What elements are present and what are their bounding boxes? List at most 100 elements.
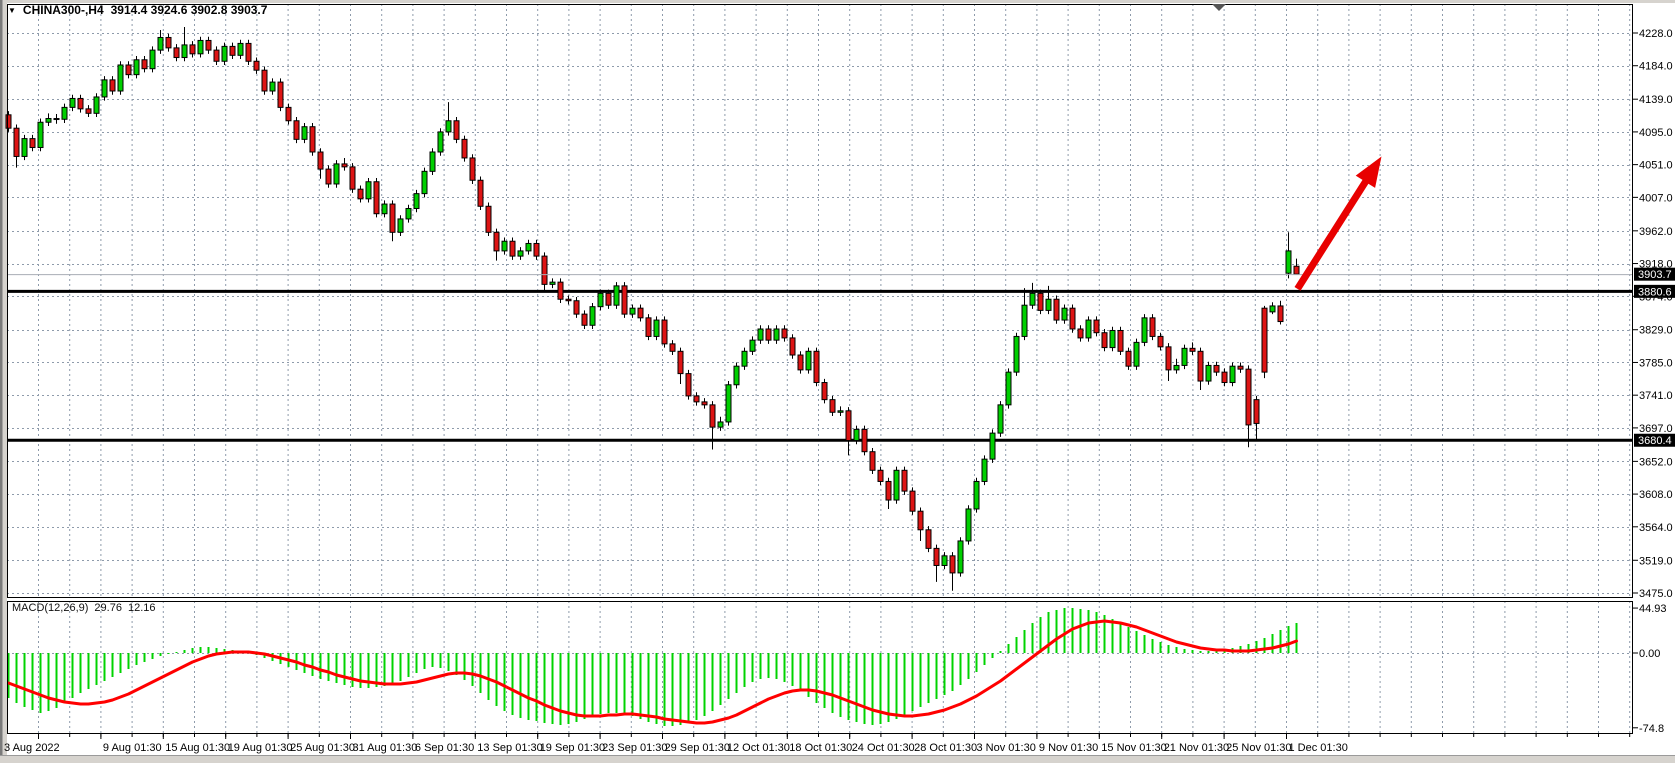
candle-body bbox=[301, 126, 308, 140]
candle-body bbox=[1245, 368, 1252, 426]
candle-body bbox=[53, 118, 60, 121]
price-tick-label: 3741.0 bbox=[1639, 390, 1673, 402]
candle-body bbox=[701, 401, 708, 406]
candle-body bbox=[869, 451, 876, 471]
candle-body bbox=[933, 547, 940, 566]
price-axis[interactable]: 4228.0 4184.0 4139.0 4095.0 4051.0 4007.0 3962… bbox=[1633, 28, 1673, 735]
candle-body bbox=[493, 231, 500, 252]
price-tick-label: 4007.0 bbox=[1639, 192, 1673, 204]
candle-body bbox=[13, 127, 20, 157]
candle-body bbox=[1261, 307, 1268, 373]
chart-ohlc-header: ▼ CHINA300-,H4 3914.4 3924.6 3902.8 3903… bbox=[8, 3, 267, 17]
candle-body bbox=[885, 480, 892, 501]
candle-body bbox=[309, 126, 316, 153]
candle-body bbox=[757, 328, 764, 341]
time-tick-label: 9 Aug 01:30 bbox=[103, 742, 162, 754]
candle-body bbox=[373, 181, 380, 215]
candle-body bbox=[805, 350, 812, 371]
candle-body bbox=[733, 365, 740, 386]
price-tick-label: 4139.0 bbox=[1639, 94, 1673, 106]
candle-body bbox=[997, 404, 1004, 434]
price-tick-label: 4184.0 bbox=[1639, 61, 1673, 73]
time-tick-label: 12 Oct 01:30 bbox=[727, 742, 790, 754]
trend-arrow[interactable] bbox=[1294, 156, 1382, 291]
candle-body bbox=[1197, 350, 1204, 382]
candle-body bbox=[165, 36, 172, 49]
candle-body bbox=[581, 313, 588, 326]
candle-body bbox=[989, 432, 996, 460]
candle-body bbox=[285, 106, 292, 122]
candle-body bbox=[173, 47, 180, 59]
hline-price-badge-2: 3680.4 bbox=[1634, 433, 1675, 447]
time-tick-label: 1 Dec 01:30 bbox=[1289, 742, 1348, 754]
candle-body bbox=[261, 69, 268, 92]
candle-body bbox=[957, 540, 964, 574]
price-tick-label: 4228.0 bbox=[1639, 28, 1673, 40]
symbol-period-label: CHINA300-,H4 bbox=[22, 3, 104, 17]
time-tick-label: 19 Sep 01:30 bbox=[540, 742, 605, 754]
candle-body bbox=[1109, 329, 1116, 349]
candle-body bbox=[565, 298, 572, 302]
candle-body bbox=[245, 42, 252, 62]
ohlc-values: 3914.4 3924.6 3902.8 3903.7 bbox=[110, 3, 268, 17]
candle-body bbox=[109, 79, 116, 92]
candle-body bbox=[1133, 341, 1140, 367]
candle-body bbox=[909, 490, 916, 512]
symbol-dropdown-icon[interactable]: ▼ bbox=[8, 6, 16, 15]
candle-body bbox=[1277, 305, 1284, 323]
candle-body bbox=[797, 354, 804, 371]
candle-body bbox=[709, 404, 716, 428]
time-tick-label: 29 Sep 01:30 bbox=[665, 742, 730, 754]
candle-body bbox=[317, 151, 324, 170]
candle-body bbox=[861, 428, 868, 453]
candle-body bbox=[477, 179, 484, 207]
candle-body bbox=[453, 120, 460, 140]
macd-axis-label: -74.8 bbox=[1639, 723, 1664, 735]
candle-body bbox=[829, 399, 836, 413]
candle-body bbox=[1021, 304, 1028, 337]
candle-body bbox=[1253, 399, 1260, 424]
candle-body bbox=[237, 42, 244, 56]
candle-body bbox=[645, 317, 652, 337]
hline-price-badge: 3880.6 bbox=[1634, 284, 1675, 298]
time-tick-label: 3 Nov 01:30 bbox=[977, 742, 1036, 754]
candle-body bbox=[917, 510, 924, 531]
macd-indicator-label: MACD(12,26,9) 29.76 12.16 bbox=[12, 602, 155, 614]
candle-body bbox=[653, 319, 660, 337]
candle-body bbox=[765, 328, 772, 341]
candle-body bbox=[1053, 298, 1060, 321]
price-tick-label: 3918.0 bbox=[1639, 259, 1673, 271]
bid-price-badge-text: 3903.7 bbox=[1638, 269, 1672, 281]
candle-body bbox=[429, 151, 436, 172]
candle-body bbox=[1141, 317, 1148, 343]
candle-body bbox=[125, 64, 132, 76]
candle-body bbox=[661, 319, 668, 345]
hline-price-badge-text: 3880.6 bbox=[1638, 286, 1672, 298]
candle-body bbox=[845, 410, 852, 442]
candle-body bbox=[901, 469, 908, 492]
candle-body bbox=[437, 131, 444, 153]
candle-body bbox=[717, 421, 724, 428]
candle-body bbox=[637, 307, 644, 319]
candle-body bbox=[1229, 365, 1236, 384]
candle-body bbox=[413, 193, 420, 210]
candle-body bbox=[1285, 250, 1292, 274]
candle-body bbox=[925, 529, 932, 549]
candle-body bbox=[517, 250, 524, 257]
candle-body bbox=[557, 281, 564, 300]
candle-body bbox=[629, 307, 636, 315]
macd-axis-label: 0.00 bbox=[1639, 648, 1660, 660]
candle-body bbox=[541, 255, 548, 285]
candle-body bbox=[813, 350, 820, 384]
candle-body bbox=[941, 555, 948, 566]
candle-body bbox=[405, 208, 412, 220]
candle-body bbox=[1165, 346, 1172, 371]
candle-body bbox=[589, 306, 596, 326]
candle-body bbox=[1093, 319, 1100, 334]
candle-body bbox=[573, 300, 580, 315]
chart-shift-marker-icon[interactable] bbox=[1212, 4, 1226, 11]
candle-body bbox=[277, 81, 284, 108]
